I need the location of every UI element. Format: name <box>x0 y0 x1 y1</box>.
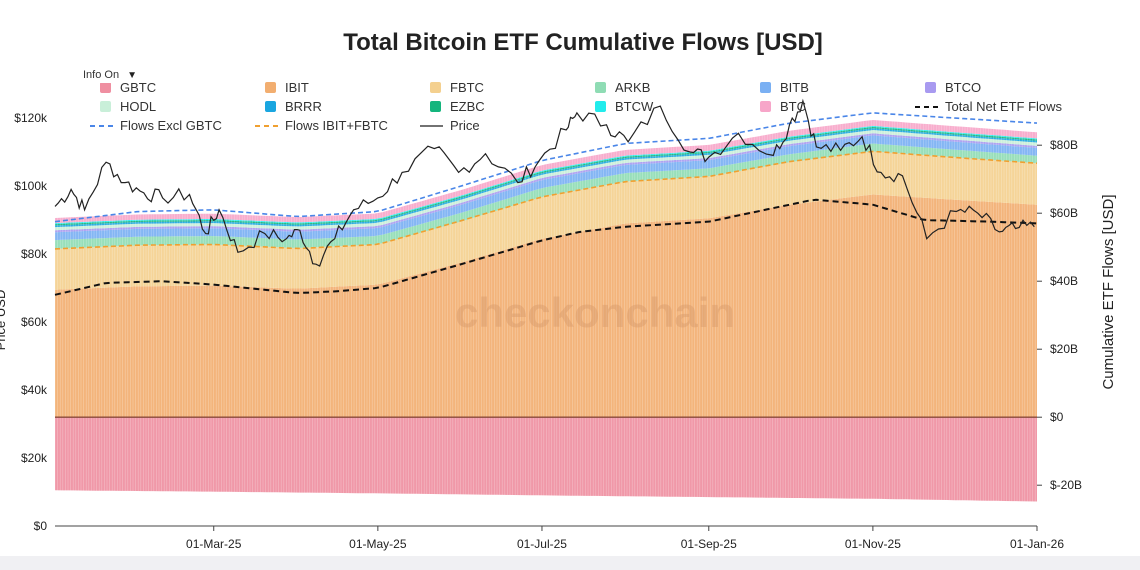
y-left-tick-label: $100k <box>14 179 48 193</box>
legend-item-price: Price <box>420 118 480 133</box>
price-line <box>54 98 1035 267</box>
legend-label: BTC <box>780 99 806 114</box>
legend-item-arkb: ARKB <box>595 80 650 95</box>
info-toggle-button[interactable]: Info On ▼ <box>80 67 140 83</box>
y-right-tick-label: $-20B <box>1050 478 1082 492</box>
legend-label: Total Net ETF Flows <box>945 99 1063 114</box>
legend-label: FBTC <box>450 80 484 95</box>
y-right-ticks: $-20B $0 $20B $40B $60B $80B <box>1037 138 1082 492</box>
y-left-axis-title: Price USD <box>0 290 8 351</box>
area-gbtc <box>55 417 1037 502</box>
y-right-tick-label: $40B <box>1050 274 1078 288</box>
y-left-tick-label: $120k <box>14 111 48 125</box>
legend-label: Price <box>450 118 480 133</box>
legend-swatch <box>430 101 441 112</box>
line-total-net-etf-flows <box>54 198 1038 296</box>
x-tick-label: 01-May-25 <box>349 537 407 551</box>
legend-swatch <box>430 82 441 93</box>
legend-item-bitb: BITB <box>760 80 809 95</box>
area-fbtc <box>55 151 1037 290</box>
legend-label: BRRR <box>285 99 322 114</box>
chart-title: Total Bitcoin ETF Cumulative Flows [USD] <box>343 29 823 56</box>
legend-swatch <box>925 82 936 93</box>
legend-item-total-net-etf-flows: Total Net ETF Flows <box>915 99 1063 114</box>
y-left-ticks: $0 $20k $40k $60k $80k $100k $120k <box>14 111 48 533</box>
bottom-scroll-strip <box>0 556 1140 570</box>
legend-item-flows-ibit-fbtc: Flows IBIT+FBTC <box>255 118 388 133</box>
legend-swatch <box>760 101 771 112</box>
y-left-tick-label: $40k <box>21 383 48 397</box>
legend-swatch <box>595 101 606 112</box>
legend-item-ibit: IBIT <box>265 80 309 95</box>
area-ibit <box>55 194 1037 418</box>
legend-item-btcw: BTCW <box>595 99 654 114</box>
legend-item-btc: BTC <box>760 99 806 114</box>
legend-label: Flows IBIT+FBTC <box>285 118 388 133</box>
y-left-tick-label: $80k <box>21 247 48 261</box>
area-btc <box>55 120 1037 224</box>
x-axis-ticks: 01-Mar-25 01-May-25 01-Jul-25 01-Sep-25 01-N… <box>186 526 1064 551</box>
legend-label: ARKB <box>615 80 650 95</box>
legend-label: BTCW <box>615 99 654 114</box>
watermark: checkonchain <box>455 289 735 336</box>
legend-swatch <box>100 82 111 93</box>
line-flows-ibit-fbtc <box>54 150 1038 250</box>
legend-label: EZBC <box>450 99 485 114</box>
legend-item-btco: BTCO <box>925 80 981 95</box>
legend-item-flows-excl-gbtc: Flows Excl GBTC <box>90 118 222 133</box>
stacked-area-group <box>55 120 1037 502</box>
y-right-axis-title: Cumulative ETF Flows [USD] <box>1100 194 1117 389</box>
legend-label: Flows Excl GBTC <box>120 118 222 133</box>
x-tick-label: 01-Nov-25 <box>845 537 901 551</box>
legend-swatch <box>760 82 771 93</box>
legend-item-hodl: HODL <box>100 99 156 114</box>
legend-label: BTCO <box>945 80 981 95</box>
y-left-tick-label: $0 <box>34 519 48 533</box>
area-bitb <box>55 135 1037 241</box>
legend-item-ezbc: EZBC <box>430 99 485 114</box>
legend-swatch <box>265 101 276 112</box>
y-left-tick-label: $60k <box>21 315 48 329</box>
area-arkb <box>55 143 1037 249</box>
x-tick-label: 01-Jan-26 <box>1010 537 1064 551</box>
y-right-tick-label: $0 <box>1050 410 1064 424</box>
bar-texture <box>54 118 1036 510</box>
x-tick-label: 01-Mar-25 <box>186 537 242 551</box>
legend-swatch <box>595 82 606 93</box>
y-left-tick-label: $20k <box>21 451 48 465</box>
legend-item-gbtc: GBTC <box>100 80 156 95</box>
y-right-tick-label: $20B <box>1050 342 1078 356</box>
legend: GBTC IBIT FBTC ARKB BITB BTCO HODL BRRR EZBC BTCW… <box>90 80 1063 133</box>
y-right-tick-label: $80B <box>1050 138 1078 152</box>
legend-swatch <box>100 101 111 112</box>
legend-label: IBIT <box>285 80 309 95</box>
legend-label: GBTC <box>120 80 156 95</box>
y-right-tick-label: $60B <box>1050 206 1078 220</box>
x-tick-label: 01-Sep-25 <box>681 537 737 551</box>
x-tick-label: 01-Jul-25 <box>517 537 567 551</box>
chevron-down-icon: ▼ <box>127 69 137 81</box>
legend-label: HODL <box>120 99 156 114</box>
info-toggle-label: Info On <box>83 69 120 81</box>
legend-item-fbtc: FBTC <box>430 80 484 95</box>
legend-swatch <box>265 82 276 93</box>
legend-item-brrr: BRRR <box>265 99 322 114</box>
legend-label: BITB <box>780 80 809 95</box>
